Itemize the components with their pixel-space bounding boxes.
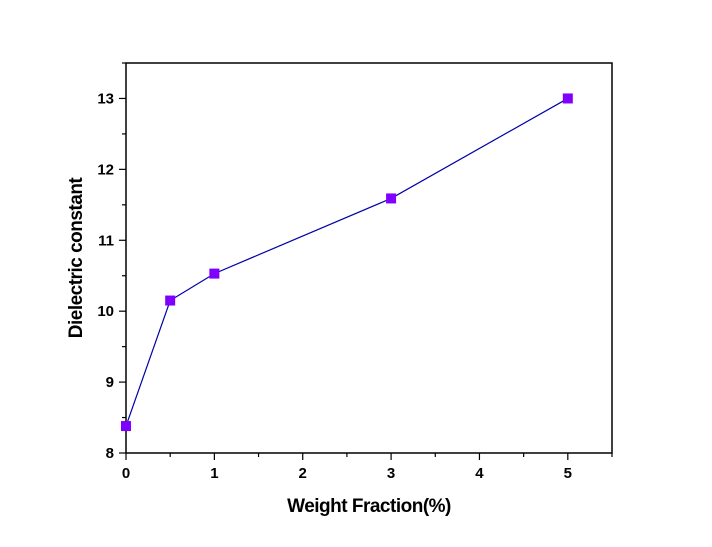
- x-tick-label: 1: [210, 465, 218, 482]
- y-axis-title: Dielectric constant: [66, 177, 87, 339]
- x-tick-label: 0: [122, 465, 130, 482]
- x-tick-label: 3: [387, 465, 395, 482]
- y-tick-label: 10: [97, 303, 114, 320]
- y-tick-label: 11: [98, 232, 114, 249]
- plot-frame: [125, 62, 613, 454]
- y-tick-label: 9: [106, 374, 114, 391]
- data-point-marker: [165, 295, 176, 306]
- data-point-marker: [562, 93, 573, 104]
- x-tick-label: 5: [564, 465, 572, 482]
- data-point-marker: [121, 421, 131, 432]
- series-line: [125, 97, 569, 427]
- x-axis-title: Weight Fraction(%): [287, 496, 451, 517]
- y-tick-label: 8: [106, 445, 114, 462]
- y-tick-label: 13: [97, 90, 114, 107]
- data-point-marker: [386, 193, 397, 204]
- data-point-marker: [209, 268, 220, 279]
- y-tick-label: 12: [97, 161, 114, 178]
- x-tick-label: 2: [299, 465, 307, 482]
- x-tick-label: 4: [475, 465, 484, 482]
